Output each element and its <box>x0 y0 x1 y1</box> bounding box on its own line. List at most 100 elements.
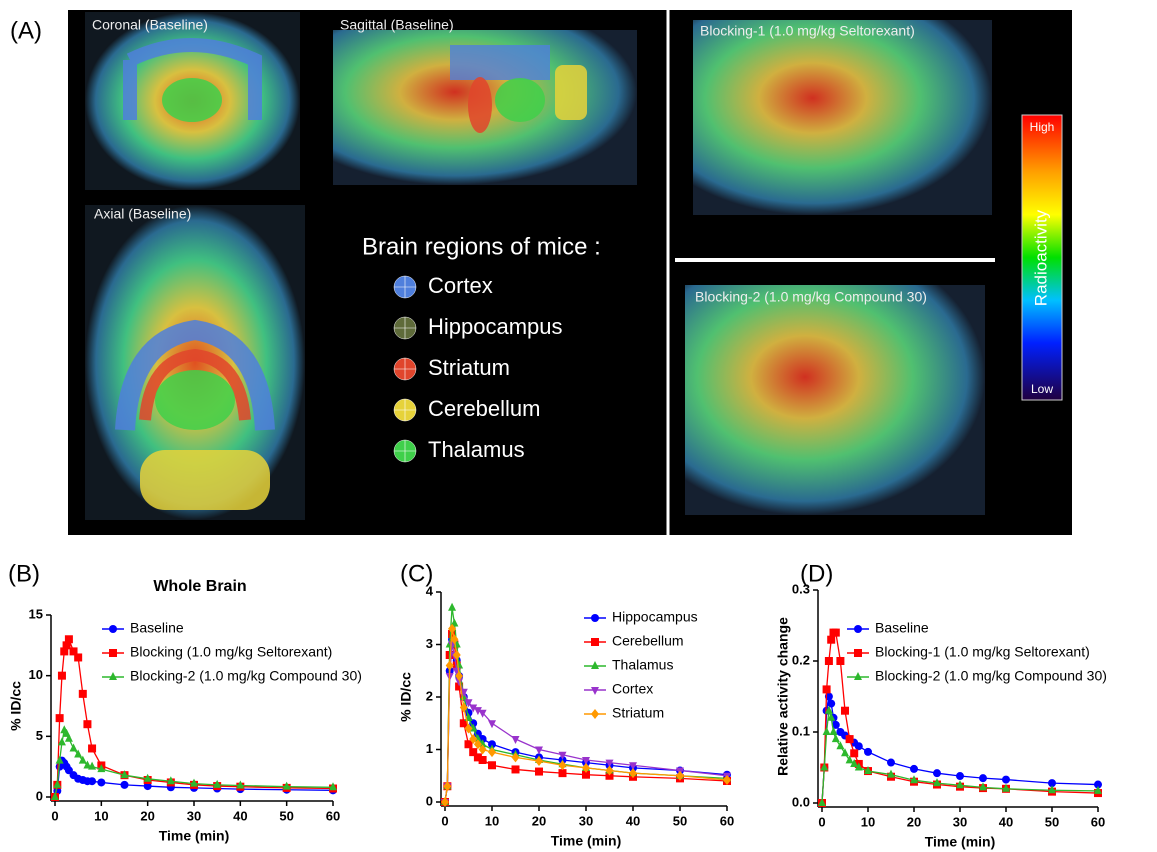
y-tick-label: 0.1 <box>792 723 810 738</box>
blocking1-image <box>693 20 992 215</box>
y-axis-label: % ID/cc <box>8 681 24 731</box>
y-tick-label: 0.2 <box>792 652 810 667</box>
panel-label: (B) <box>8 560 40 587</box>
marker <box>512 765 520 773</box>
colorbar-low: Low <box>1031 382 1053 396</box>
marker <box>836 657 844 665</box>
y-tick-label: 0 <box>426 793 433 808</box>
marker <box>887 759 895 767</box>
x-tick-label: 20 <box>532 813 546 828</box>
x-tick-label: 10 <box>94 808 108 823</box>
regions-title: Brain regions of mice : <box>362 233 601 260</box>
legend-label: Blocking-2 (1.0 mg/kg Compound 30) <box>130 668 362 684</box>
legend-label: Baseline <box>130 620 184 636</box>
x-tick-label: 60 <box>326 808 340 823</box>
chart-title: Whole Brain <box>153 578 246 595</box>
legend-label: Blocking-2 (1.0 mg/kg Compound 30) <box>875 668 1107 684</box>
marker <box>74 653 82 661</box>
panel-label: (A) <box>10 17 42 44</box>
marker <box>850 749 858 757</box>
marker <box>855 742 863 750</box>
striatum-region <box>468 77 492 133</box>
image-label: Blocking-1 (1.0 mg/kg Seltorexant) <box>700 23 915 39</box>
marker <box>88 744 96 752</box>
x-tick-label: 50 <box>1045 814 1059 829</box>
marker <box>488 720 496 728</box>
y-tick-label: 10 <box>29 667 43 682</box>
x-axis-label: Time (min) <box>925 834 996 850</box>
marker <box>97 778 105 786</box>
marker <box>448 603 456 611</box>
marker <box>827 636 835 644</box>
legend-marker <box>591 638 599 646</box>
marker <box>841 707 849 715</box>
y-tick-label: 2 <box>426 688 433 703</box>
image-label: Blocking-2 (1.0 mg/kg Compound 30) <box>695 289 927 305</box>
legend-label: Blocking-1 (1.0 mg/kg Seltorexant) <box>875 644 1090 660</box>
legend-marker <box>591 687 599 695</box>
y-axis-label: Relative activity change <box>775 617 791 776</box>
marker <box>56 714 64 722</box>
marker <box>83 720 91 728</box>
y-tick-label: 0 <box>36 788 43 803</box>
y-tick-label: 0.0 <box>792 794 810 809</box>
legend-marker <box>854 649 862 657</box>
legend-label: Thalamus <box>612 657 673 673</box>
x-tick-label: 40 <box>999 814 1013 829</box>
marker <box>864 748 872 756</box>
region-label: Cortex <box>428 273 493 298</box>
marker <box>70 743 78 751</box>
legend-label: Cortex <box>612 681 653 697</box>
marker <box>825 657 833 665</box>
cerebellum-region <box>555 65 587 120</box>
image-label: Axial (Baseline) <box>94 206 191 222</box>
x-tick-label: 10 <box>861 814 875 829</box>
x-tick-label: 20 <box>140 808 154 823</box>
legend-label: Striatum <box>612 705 664 721</box>
thalamus-region <box>495 78 545 122</box>
image-label: Sagittal (Baseline) <box>340 17 454 33</box>
thalamus-region <box>155 370 235 430</box>
y-tick-label: 3 <box>426 636 433 651</box>
image-label: Coronal (Baseline) <box>92 17 208 33</box>
cortex-region <box>450 45 550 80</box>
legend-label: Cerebellum <box>612 633 684 649</box>
x-tick-label: 30 <box>953 814 967 829</box>
marker <box>488 761 496 769</box>
marker <box>910 765 918 773</box>
legend-marker <box>109 625 117 633</box>
marker <box>823 685 831 693</box>
colorbar-label: Radioactivity <box>1031 209 1050 306</box>
figure: (A) Coronal (Baseline) Sagittal (Baselin… <box>0 0 1157 852</box>
marker <box>832 629 840 637</box>
legend-marker <box>854 672 862 680</box>
x-tick-label: 60 <box>720 813 734 828</box>
x-tick-label: 20 <box>907 814 921 829</box>
marker <box>933 769 941 777</box>
marker <box>1002 776 1010 784</box>
marker <box>979 774 987 782</box>
marker <box>956 772 964 780</box>
y-tick-label: 4 <box>426 583 434 598</box>
colorbar-high: High <box>1030 120 1055 134</box>
y-axis-label: % ID/cc <box>398 672 414 722</box>
x-tick-label: 30 <box>579 813 593 828</box>
y-tick-label: 1 <box>426 741 433 756</box>
cerebellum-region <box>140 450 270 510</box>
marker <box>58 672 66 680</box>
x-axis-label: Time (min) <box>551 833 622 849</box>
legend-label: Hippocampus <box>612 609 698 625</box>
series-line <box>55 639 333 797</box>
x-tick-label: 0 <box>818 814 825 829</box>
marker <box>535 768 543 776</box>
region-label: Thalamus <box>428 437 525 462</box>
y-tick-label: 5 <box>36 728 43 743</box>
region-label: Hippocampus <box>428 314 563 339</box>
region-label: Striatum <box>428 355 510 380</box>
legend-label: Baseline <box>875 620 929 636</box>
region-label: Cerebellum <box>428 396 541 421</box>
x-tick-label: 50 <box>673 813 687 828</box>
x-tick-label: 60 <box>1091 814 1105 829</box>
marker <box>88 777 96 785</box>
x-tick-label: 0 <box>51 808 58 823</box>
